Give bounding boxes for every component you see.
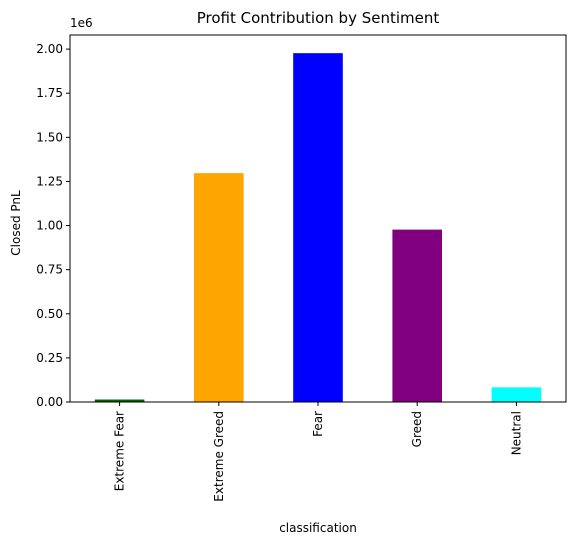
plot-frame: [69, 34, 567, 403]
y-tick-label: 0.25: [36, 351, 63, 365]
bar: [194, 173, 244, 402]
bar: [293, 53, 343, 403]
chart-title: Profit Contribution by Sentiment: [197, 9, 440, 27]
x-tick-label: Fear: [311, 411, 325, 437]
y-tick-label: 0.00: [36, 395, 63, 409]
x-axis-label: classification: [279, 521, 357, 535]
bar: [94, 399, 145, 402]
y-tick-label: 1.75: [36, 86, 63, 100]
x-tick-label: Extreme Fear: [113, 411, 127, 491]
y-tick-label: 1.25: [36, 174, 63, 188]
x-tick-label: Greed: [410, 411, 424, 447]
y-axis-label: Closed PnL: [9, 190, 23, 256]
x-tick-label: Extreme Greed: [212, 411, 226, 502]
y-tick-label: 2.00: [36, 42, 63, 56]
y-tick-label: 0.75: [36, 263, 63, 277]
bar: [392, 229, 442, 402]
plot-area: Extreme Fear Extreme Greed Fear Greed Neutra…: [36, 34, 567, 502]
x-tick-label: Neutral: [509, 411, 523, 455]
y-axis-offset-label: 1e6: [70, 16, 93, 30]
bar: [491, 387, 542, 402]
y-tick-label: 0.50: [36, 307, 63, 321]
y-tick-label: 1.50: [36, 130, 63, 144]
y-tick-label: 1.00: [36, 219, 63, 233]
